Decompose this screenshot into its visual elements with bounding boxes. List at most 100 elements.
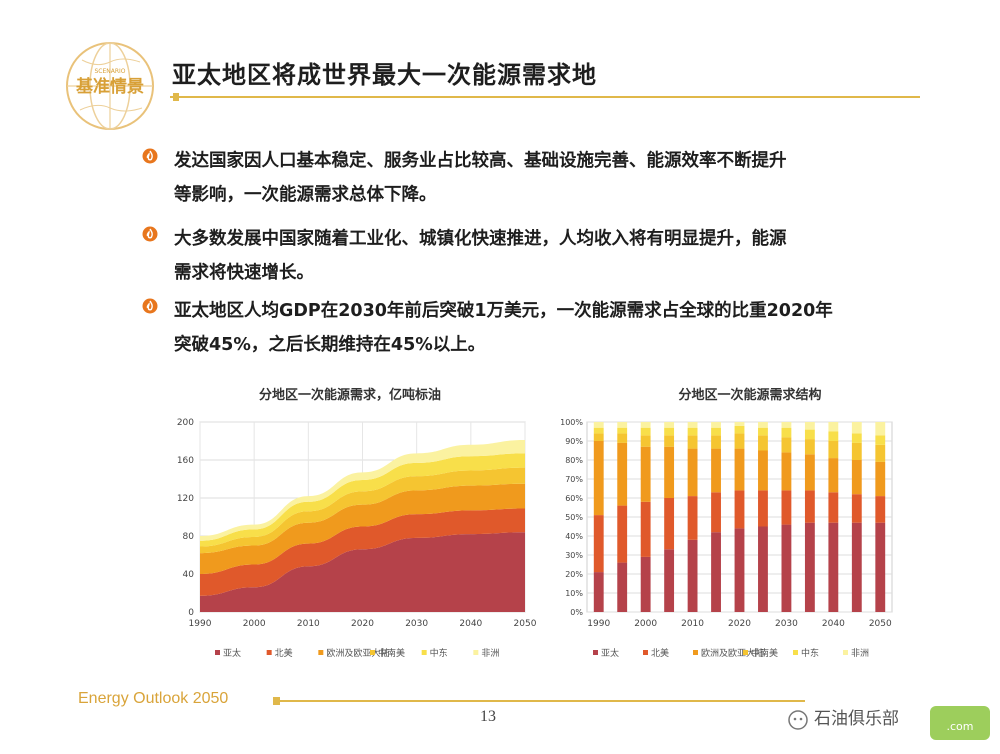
- y-tick-label: 40: [183, 570, 195, 580]
- legend-label: 中东: [430, 647, 448, 659]
- bar-segment: [851, 522, 862, 612]
- bar-segment: [664, 498, 675, 550]
- legend-label: 北美: [651, 647, 669, 659]
- bullet-item-2: 大多数发展中国家随着工业化、城镇化快速推进，人均收入将有明显提升，能源 需求将快速…: [142, 222, 932, 292]
- y-tick-label: 120: [177, 494, 194, 504]
- area-series-2: [200, 508, 525, 596]
- legend-swatch: [593, 650, 598, 655]
- bar-segment: [804, 522, 815, 612]
- bar-segment: [640, 556, 651, 612]
- title-divider-marker: [173, 93, 179, 101]
- legend-label: 中东: [801, 647, 819, 659]
- y-tick-label: 40%: [565, 532, 583, 541]
- bar-segment: [617, 562, 628, 612]
- bar-segment: [875, 444, 886, 462]
- bar-segment: [781, 422, 792, 428]
- y-tick-label: 10%: [565, 589, 583, 598]
- legend-swatch: [318, 650, 324, 655]
- x-tick-label: 1990: [189, 619, 212, 629]
- bar-segment: [734, 490, 745, 529]
- y-tick-label: 50%: [565, 513, 583, 522]
- bar-segment: [664, 427, 675, 436]
- bar-segment: [734, 425, 745, 434]
- x-tick-label: 2010: [681, 619, 704, 629]
- bar-segment: [804, 429, 815, 440]
- x-tick-label: 2000: [634, 619, 657, 629]
- bar-segment: [734, 422, 745, 426]
- bar-segment: [828, 492, 839, 523]
- y-tick-label: 90%: [565, 437, 583, 446]
- bar-segment: [781, 490, 792, 525]
- legend-swatch: [693, 650, 698, 655]
- bar-chart-title: 分地区一次能源需求结构: [678, 388, 822, 403]
- bar-segment: [664, 549, 675, 612]
- x-tick-label: 2040: [459, 619, 482, 629]
- bar-segment: [875, 435, 886, 445]
- legend-swatch: [743, 650, 748, 655]
- x-tick-label: 2020: [728, 619, 751, 629]
- y-tick-label: 70%: [565, 475, 583, 484]
- bar-segment: [687, 422, 698, 428]
- wechat-icon: [788, 710, 808, 730]
- scenario-logo: 基准情景 SCENARIO: [62, 40, 160, 132]
- bar-segment: [617, 505, 628, 563]
- bar-segment: [758, 450, 768, 491]
- bar-segment: [828, 441, 839, 459]
- bar-segment: [687, 427, 698, 436]
- bar-segment: [875, 422, 886, 436]
- bar-segment: [593, 441, 604, 516]
- bar-segment: [711, 532, 721, 612]
- bar-segment: [804, 439, 815, 455]
- x-tick-label: 2020: [351, 619, 374, 629]
- legend-swatch: [266, 650, 272, 655]
- bar-segment: [711, 435, 721, 449]
- bar-segment: [781, 452, 792, 491]
- bar-segment: [593, 422, 604, 428]
- bar-segment: [828, 522, 839, 612]
- bar-segment: [664, 422, 675, 428]
- area-chart-svg: 0 40 80 120 160 200 1990 2000 2010 2020 2030 2040 20…: [177, 418, 537, 659]
- bar-segment: [711, 448, 721, 493]
- y-tick-label: 160: [177, 456, 194, 466]
- x-tick-label: 1990: [587, 619, 610, 629]
- regional-energy-structure-bar-chart: 0% 10% 20% 30% 40% 50% 60% 70% 80% 90% 100% 1990 200…: [555, 412, 905, 662]
- legend-label: 非洲: [481, 647, 499, 659]
- bar-segment: [711, 422, 721, 428]
- logo-text: 基准情景: [75, 76, 144, 97]
- x-tick-label: 2050: [869, 619, 892, 629]
- bar-segment: [593, 515, 604, 573]
- bar-segment: [664, 435, 675, 447]
- x-tick-label: 2030: [405, 619, 428, 629]
- legend-swatch: [843, 650, 848, 655]
- bar-segment: [828, 422, 839, 432]
- bar-segment: [711, 492, 721, 533]
- area-series-4: [200, 467, 525, 554]
- bar-segment: [664, 446, 675, 498]
- bullet-text-line1: 大多数发展中国家随着工业化、城镇化快速推进，人均收入将有明显提升，能源: [174, 229, 787, 249]
- legend-swatch: [793, 650, 798, 655]
- bar-segment: [851, 460, 862, 495]
- x-tick-label: 2010: [297, 619, 320, 629]
- bar-segment: [711, 427, 721, 436]
- x-tick-label: 2030: [775, 619, 798, 629]
- page-title: 亚太地区将成世界最大一次能源需求地: [172, 61, 597, 89]
- bar-segment: [640, 446, 651, 502]
- footer-divider: [275, 700, 805, 702]
- y-tick-label: 80%: [565, 456, 583, 465]
- bullet-item-3: 亚太地区人均GDP在2030年前后突破1万美元，一次能源需求占全球的比重2020…: [142, 294, 932, 364]
- page-number: 13: [480, 708, 496, 725]
- legend-label: 中南美: [378, 647, 405, 659]
- bar-segment: [828, 458, 839, 493]
- flame-bullet-icon: [142, 298, 158, 314]
- watermark-domain: .com: [947, 720, 974, 733]
- bar-segment: [617, 422, 628, 428]
- y-tick-label: 200: [177, 418, 194, 428]
- y-tick-label: 80: [183, 532, 195, 542]
- area-series-1: [200, 532, 525, 612]
- bar-segment: [640, 501, 651, 557]
- bullet-text-line2: 需求将快速增长。: [174, 263, 314, 283]
- legend-swatch: [370, 650, 375, 655]
- bullet-item-1: 发达国家因人口基本稳定、服务业占比较高、基础设施完善、能源效率不断提升 等影响，一…: [142, 144, 932, 214]
- bullet-text-line2: 等影响，一次能源需求总体下降。: [174, 185, 437, 205]
- bar-segment: [875, 461, 886, 497]
